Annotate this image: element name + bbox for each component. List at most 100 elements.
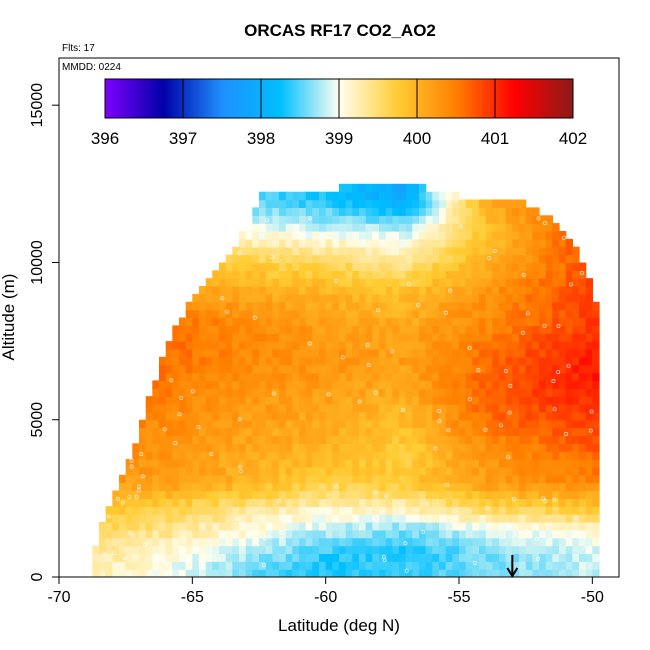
heatmap-cell <box>259 380 267 389</box>
heatmap-cell <box>159 372 167 381</box>
heatmap-cell <box>199 356 207 366</box>
heatmap-cell <box>385 522 393 531</box>
heatmap-cell <box>505 537 513 547</box>
heatmap-cell <box>252 349 260 358</box>
heatmap-cell <box>432 199 440 208</box>
heatmap-cell <box>325 545 333 554</box>
heatmap-cell <box>472 293 480 303</box>
heatmap-cell <box>205 333 213 342</box>
heatmap-cell <box>379 278 387 287</box>
colorbar-tick-label: 401 <box>481 129 509 148</box>
heatmap-cell <box>465 286 473 295</box>
heatmap-cell <box>272 356 280 366</box>
heatmap-cell <box>399 262 407 271</box>
heatmap-cell <box>405 561 413 570</box>
heatmap-cell <box>485 246 493 256</box>
heatmap-cell <box>359 333 367 342</box>
heatmap-cell <box>539 427 547 437</box>
heatmap-cell <box>532 482 540 492</box>
heatmap-cell <box>312 207 320 216</box>
heatmap-cell <box>445 388 453 397</box>
heatmap-cell <box>139 490 147 499</box>
heatmap-cell <box>399 451 407 460</box>
heatmap-cell <box>445 466 453 476</box>
heatmap-cell <box>385 333 393 342</box>
heatmap-cell <box>465 388 473 397</box>
heatmap-cell <box>572 286 580 295</box>
heatmap-cell <box>252 466 260 476</box>
heatmap-cell <box>299 490 307 499</box>
heatmap-cell <box>292 490 300 499</box>
heatmap-cell <box>399 435 407 444</box>
heatmap-cell <box>552 231 560 240</box>
heatmap-cell <box>339 459 347 468</box>
heatmap-cell <box>439 506 447 515</box>
heatmap-cell <box>445 474 453 484</box>
heatmap-cell <box>332 514 340 523</box>
heatmap-cell <box>512 522 520 531</box>
heatmap-cell <box>292 396 300 405</box>
heatmap-cell <box>152 411 160 421</box>
heatmap-cell <box>532 380 540 389</box>
heatmap-cell <box>245 529 253 539</box>
heatmap-cell <box>245 506 253 515</box>
heatmap-cell <box>465 356 473 366</box>
heatmap-cell <box>572 372 580 381</box>
heatmap-cell <box>305 238 313 248</box>
heatmap-cell <box>345 474 353 484</box>
sample-point <box>252 315 257 320</box>
heatmap-cell <box>499 482 507 492</box>
heatmap-cell <box>159 451 167 460</box>
heatmap-cell <box>299 506 307 515</box>
heatmap-cell <box>352 317 360 326</box>
heatmap-cell <box>279 191 287 201</box>
heatmap-cell <box>379 435 387 444</box>
heatmap-cell <box>392 223 400 232</box>
heatmap-cell <box>239 490 247 499</box>
heatmap-cell <box>585 278 593 287</box>
heatmap-cell <box>539 537 547 547</box>
heatmap-cell <box>165 364 173 374</box>
heatmap-cell <box>292 569 300 577</box>
heatmap-cell <box>592 443 600 452</box>
heatmap-cell <box>552 537 560 547</box>
heatmap-cell <box>245 309 253 319</box>
heatmap-cell <box>139 498 147 507</box>
heatmap-cell <box>159 427 167 437</box>
heatmap-cell <box>519 466 527 476</box>
heatmap-cell <box>519 270 527 279</box>
heatmap-cell <box>119 537 127 547</box>
heatmap-cell <box>505 215 513 224</box>
heatmap-cell <box>425 286 433 295</box>
heatmap-cell <box>492 309 500 319</box>
sample-point <box>308 341 313 346</box>
heatmap-cell <box>419 459 427 468</box>
heatmap-cell <box>472 356 480 366</box>
heatmap-cell <box>225 411 233 421</box>
heatmap-cell <box>219 396 227 405</box>
heatmap-cell <box>245 522 253 531</box>
heatmap-cell <box>159 419 167 429</box>
heatmap-cell <box>165 404 173 413</box>
heatmap-cell <box>445 207 453 216</box>
heatmap-cell <box>499 459 507 468</box>
heatmap-cell <box>505 270 513 279</box>
heatmap-cell <box>339 435 347 444</box>
heatmap-cell <box>399 301 407 311</box>
heatmap-cell <box>359 466 367 476</box>
heatmap-cell <box>299 325 307 334</box>
heatmap-cell <box>332 356 340 366</box>
heatmap-cell <box>312 309 320 319</box>
heatmap-cell <box>105 529 113 539</box>
heatmap-cell <box>565 262 573 271</box>
heatmap-cell <box>545 254 553 264</box>
sample-point <box>107 514 111 519</box>
heatmap-cell <box>339 207 347 216</box>
heatmap-cell <box>459 404 467 413</box>
heatmap-cell <box>339 364 347 374</box>
heatmap-cell <box>385 207 393 216</box>
heatmap-cell <box>379 529 387 539</box>
heatmap-cell <box>199 301 207 311</box>
heatmap-cell <box>285 537 293 547</box>
sample-point <box>492 249 497 253</box>
